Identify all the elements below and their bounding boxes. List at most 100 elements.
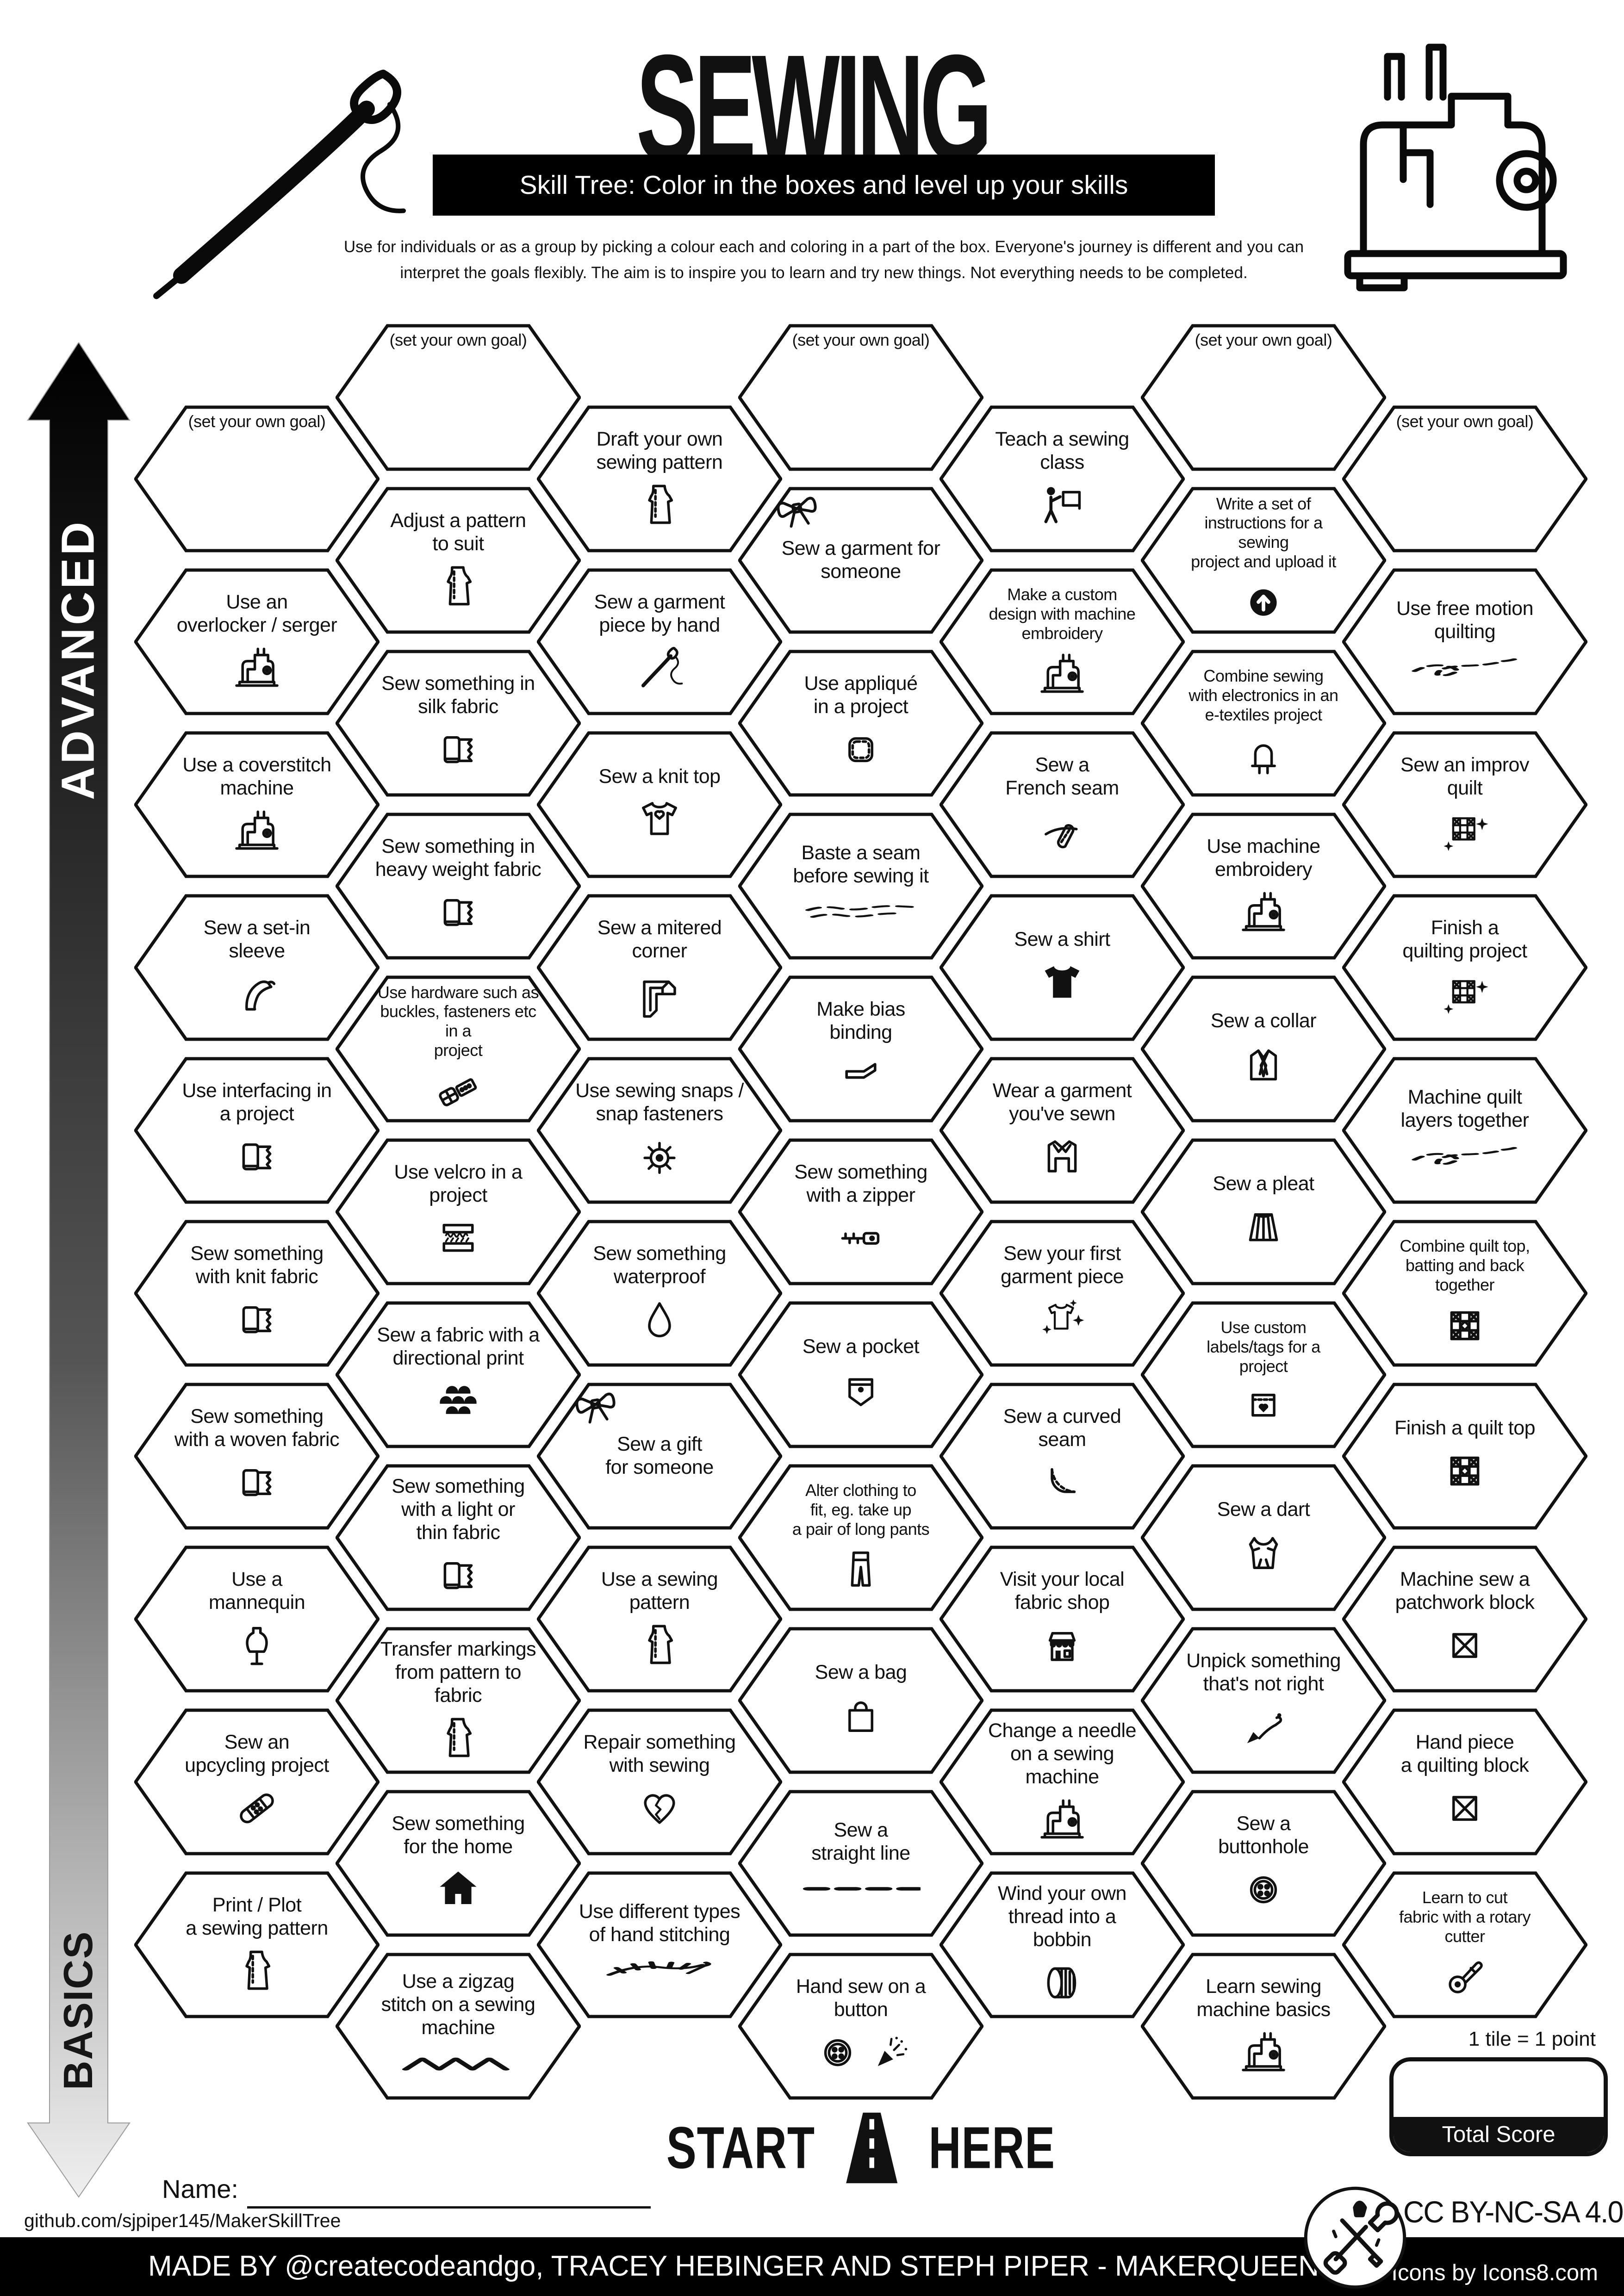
skill-hex[interactable]: Sew something with a woven fabric (134, 1383, 380, 1530)
hexagon-outline (738, 813, 983, 960)
skill-hex[interactable]: Use a zigzag stitch on a sewing machine (336, 1953, 581, 2100)
skill-hex[interactable]: Machine quilt layers together (1342, 1057, 1587, 1204)
skill-hex[interactable]: (set your own goal) (1342, 405, 1587, 552)
hex-label: Use different types of hand stitching (579, 1900, 740, 1946)
skill-hex[interactable]: Sew a fabric with a directional print (336, 1301, 581, 1448)
skill-hex[interactable]: Use a sewing pattern (537, 1545, 782, 1693)
skill-hex[interactable]: (set your own goal) (134, 405, 380, 552)
hex-label: Adjust a pattern to suit (390, 509, 526, 555)
skill-hex[interactable]: Wear a garment you've sewn (940, 1057, 1185, 1204)
description-line-1: Use for individuals or as a group by pic… (343, 238, 1304, 256)
skill-hex[interactable]: Draft your own sewing pattern (537, 405, 782, 552)
skill-hex[interactable]: Use different types of hand stitching (537, 1871, 782, 2018)
skill-hex[interactable]: Use sewing snaps / snap fasteners (537, 1057, 782, 1204)
hex-label: Wear a garment you've sewn (992, 1080, 1132, 1125)
skill-hex[interactable]: Use appliqué in a project (738, 650, 983, 797)
skill-hex[interactable]: Sew a pleat (1141, 1138, 1386, 1285)
sewing-machine-graphic (1333, 28, 1578, 292)
skill-hex[interactable]: Use interfacing in a project (134, 1057, 380, 1204)
skill-hex[interactable]: Sew a garment piece by hand (537, 568, 782, 715)
skill-hex[interactable]: Use free motion quilting (1342, 568, 1587, 715)
skill-hex[interactable]: Hand sew on a button (738, 1953, 983, 2100)
license-label: CC BY-NC-SA 4.0 (1403, 2195, 1624, 2229)
skill-hex[interactable]: Repair something with sewing (537, 1708, 782, 1855)
skill-hex[interactable]: Change a needle on a sewing machine (940, 1708, 1185, 1855)
skill-hex[interactable]: Sew a pocket (738, 1301, 983, 1448)
skill-hex[interactable]: Sew an upcycling project (134, 1708, 380, 1855)
hexagon-outline (940, 894, 1185, 1041)
skill-hex[interactable]: Use custom labels/tags for a project (1141, 1301, 1386, 1448)
shop-front-icon (1048, 1632, 1076, 1661)
pleated-skirt-icon (1249, 1213, 1278, 1241)
skill-hex[interactable]: Use velcro in a project (336, 1138, 581, 1285)
skill-hex[interactable]: Sew something in silk fabric (336, 650, 581, 797)
skill-hex[interactable]: Sew something waterproof (537, 1220, 782, 1367)
skill-hex[interactable]: Machine sew a patchwork block (1342, 1545, 1587, 1693)
skill-hex[interactable]: Sew a set-in sleeve (134, 894, 380, 1041)
skill-hex[interactable]: Use a coverstitch machine (134, 731, 380, 878)
skill-hex[interactable]: Sew a collar (1141, 975, 1386, 1123)
skill-hex[interactable]: Sew a bag (738, 1627, 983, 1774)
skill-hex[interactable]: Visit your local fabric shop (940, 1545, 1185, 1693)
skill-hex[interactable]: Transfer markings from pattern to fabric (336, 1627, 581, 1774)
skill-hex[interactable]: Sew a French seam (940, 731, 1185, 878)
skill-hex[interactable]: Baste a seam before sewing it (738, 813, 983, 960)
total-score-box[interactable]: Total Score (1389, 2057, 1608, 2156)
skill-hex[interactable]: Sew a mitered corner (537, 894, 782, 1041)
skill-hex[interactable]: Sew a shirt (940, 894, 1185, 1041)
skill-hex[interactable]: Make bias binding (738, 975, 983, 1123)
skill-hex[interactable]: Sew a garment for someone (738, 487, 983, 634)
fabric-bolt-icon (443, 736, 473, 763)
skill-hex[interactable]: Sew a curved seam (940, 1383, 1185, 1530)
skill-hex[interactable]: Use a mannequin (134, 1545, 380, 1693)
skill-hex[interactable]: Sew a buttonhole (1141, 1790, 1386, 1937)
hexagon-outline (336, 813, 581, 960)
name-input-line[interactable] (247, 2206, 651, 2209)
skill-hex[interactable]: Sew a knit top (537, 731, 782, 878)
hexagon-outline (1141, 324, 1386, 471)
hexagon-outline (1141, 813, 1386, 960)
skill-hex[interactable]: Alter clothing to fit, eg. take up a pai… (738, 1464, 983, 1611)
skill-hex[interactable]: Sew something for the home (336, 1790, 581, 1937)
hexagon-outline (537, 1708, 782, 1855)
skill-hex[interactable]: Sew an improv quilt (1342, 731, 1587, 878)
skill-hex[interactable]: Print / Plot a sewing pattern (134, 1871, 380, 2018)
fabric-bolt-icon (443, 899, 473, 926)
skill-hex[interactable]: Sew something in heavy weight fabric (336, 813, 581, 960)
shopping-bag-icon (848, 1701, 873, 1732)
skill-hex[interactable]: Hand piece a quilting block (1342, 1708, 1587, 1855)
skill-hex[interactable]: Sew something with knit fabric (134, 1220, 380, 1367)
skill-hex[interactable]: Wind your own thread into a bobbin (940, 1871, 1185, 2018)
skill-hex[interactable]: Sew a dart (1141, 1464, 1386, 1611)
skill-hex[interactable]: Sew your first garment piece (940, 1220, 1185, 1367)
skill-hex[interactable]: Learn to cut fabric with a rotary cutter (1342, 1871, 1587, 2018)
skill-hex[interactable]: Combine quilt top, batting and back toge… (1342, 1220, 1587, 1367)
hexagon-outline (1342, 894, 1587, 1041)
skill-hex[interactable]: Use an overlocker / serger (134, 568, 380, 715)
skill-hex[interactable]: Use machine embroidery (1141, 813, 1386, 960)
skill-hex[interactable]: (set your own goal) (336, 324, 581, 471)
skill-hex[interactable]: Use hardware such as buckles, fasteners … (336, 975, 581, 1123)
skill-hex[interactable]: (set your own goal) (1141, 324, 1386, 471)
skill-hex[interactable]: Learn sewing machine basics (1141, 1953, 1386, 2100)
hex-label: Hand piece a quilting block (1400, 1731, 1529, 1776)
skill-hex[interactable]: (set your own goal) (738, 324, 983, 471)
skill-hex[interactable]: Sew a straight line (738, 1790, 983, 1937)
sewing-machine-icon (1040, 653, 1084, 693)
skill-hex[interactable]: Adjust a pattern to suit (336, 487, 581, 634)
hex-label: Sew a shirt (1014, 928, 1110, 951)
skill-hex[interactable]: Unpick something that's not right (1141, 1627, 1386, 1774)
skill-hex[interactable]: Sew a gift for someone (537, 1383, 782, 1530)
skill-hex[interactable]: Sew something with a zipper (738, 1138, 983, 1285)
skill-hex[interactable]: Sew something with a light or thin fabri… (336, 1464, 581, 1611)
water-drop-icon (648, 1302, 671, 1338)
skill-hex[interactable]: Make a custom design with machine embroi… (940, 568, 1185, 715)
skill-hex[interactable]: Combine sewing with electronics in an e-… (1141, 650, 1386, 797)
skill-hex[interactable]: Write a set of instructions for a sewing… (1141, 487, 1386, 634)
skill-hex[interactable]: Teach a sewing class (940, 405, 1185, 552)
credit-line: MADE BY @createcodeandgo, TRACEY HEBINGE… (148, 2250, 1365, 2282)
skill-hex[interactable]: Finish a quilting project (1342, 894, 1587, 1041)
hexagon-outline (1342, 731, 1587, 878)
level-arrow (19, 341, 139, 2198)
skill-hex[interactable]: Finish a quilt top (1342, 1383, 1587, 1530)
